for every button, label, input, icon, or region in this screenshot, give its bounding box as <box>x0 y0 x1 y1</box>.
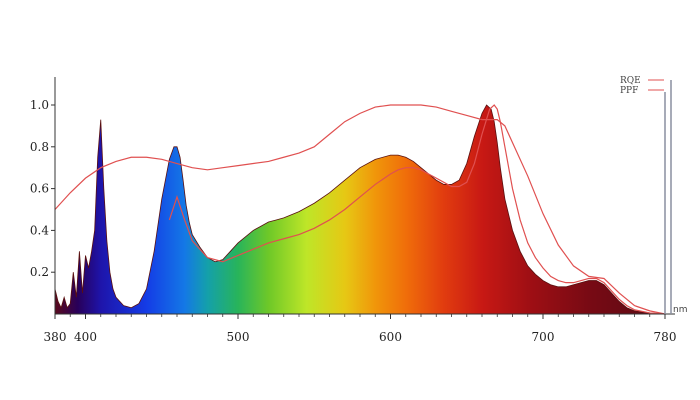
x-tick-label: 400 <box>74 330 97 344</box>
legend-label-ppf: PPF <box>620 86 638 96</box>
y-tick-label: 0.8 <box>30 140 49 154</box>
y-tick-label: 0.6 <box>30 182 49 196</box>
series-layer <box>54 104 666 315</box>
x-tick-label: 700 <box>532 330 555 344</box>
y-tick-label: 0.2 <box>30 265 49 279</box>
legend-label-rqe: RQE <box>620 76 641 86</box>
x-tick-label: 500 <box>227 330 250 344</box>
x-unit-label: nm <box>673 305 687 315</box>
series-line-ppf <box>168 104 666 315</box>
x-tick-label: 780 <box>654 330 677 344</box>
spectrum-area <box>54 104 665 315</box>
axis-layer <box>54 77 675 315</box>
y-tick-label: 0.4 <box>30 223 49 237</box>
tick-layer: 380 400 500 600 700 780 0.2 0.4 0.6 0.8 1.0 <box>30 98 677 344</box>
x-tick-label: 600 <box>379 330 402 344</box>
y-tick-label: 1.0 <box>30 98 49 112</box>
series-line-rqe <box>54 104 666 315</box>
spectrum-layer <box>54 104 665 315</box>
x-tick-label: 380 <box>44 330 67 344</box>
